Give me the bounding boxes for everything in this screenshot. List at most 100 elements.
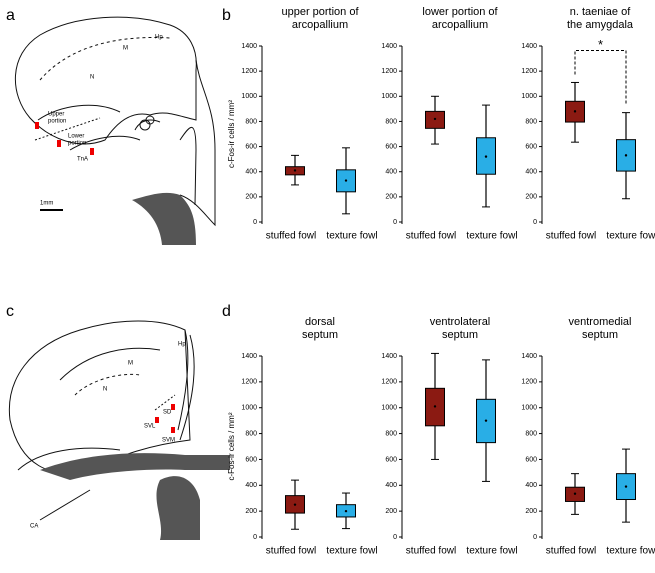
chart-title: lower portion of (422, 6, 498, 18)
mean-dot (344, 179, 348, 182)
y-tick-label: 200 (245, 194, 257, 201)
x-tick-label: texture fowl (326, 231, 377, 242)
y-tick-label: 200 (525, 508, 537, 515)
y-tick-label: 1400 (381, 353, 397, 360)
mean-dot (573, 110, 577, 113)
mean-dot (433, 117, 437, 121)
diagram-label: CA (30, 524, 38, 530)
chart-title: ventrolateral (430, 316, 491, 328)
y-tick-label: 1400 (241, 353, 257, 360)
diagram-c: Hp M N SD SVL SVM CA (8, 320, 230, 540)
y-tick-label: 800 (385, 430, 397, 437)
y-tick-label: 1000 (241, 93, 257, 100)
y-axis-label: c-Fos-ir cells / mm² (227, 412, 236, 480)
y-tick-label: 1200 (381, 68, 397, 75)
chart-title: arcopallium (432, 19, 488, 31)
y-tick-label: 1200 (381, 379, 397, 386)
y-tick-label: 1000 (521, 93, 537, 100)
mean-dot (293, 169, 297, 172)
diagram-label: Hp (178, 342, 186, 348)
diagram-label: Upper (48, 112, 64, 118)
y-tick-label: 600 (245, 456, 257, 463)
chart-title: dorsal (305, 316, 335, 328)
significance-label: * (598, 37, 603, 52)
diagram-label: Lower (68, 134, 84, 140)
mean-dot (484, 155, 488, 158)
diagram-label: SVL (144, 424, 156, 430)
y-tick-label: 400 (245, 482, 257, 489)
y-tick-label: 1000 (381, 93, 397, 100)
chart-title: n. taeniae of (570, 6, 631, 18)
y-tick-label: 1000 (381, 405, 397, 412)
y-tick-label: 0 (253, 534, 257, 541)
y-tick-label: 1400 (521, 353, 537, 360)
y-tick-label: 600 (525, 456, 537, 463)
x-tick-label: stuffed fowl (266, 546, 316, 557)
y-tick-label: 800 (245, 430, 257, 437)
diagram-label: portion (48, 119, 66, 125)
y-tick-label: 1200 (241, 379, 257, 386)
panel-label: c (6, 303, 14, 320)
y-tick-label: 800 (385, 118, 397, 125)
x-tick-label: stuffed fowl (266, 231, 316, 242)
diagram-label: SD (163, 410, 172, 416)
chart-title: arcopallium (292, 19, 348, 31)
y-tick-label: 1200 (521, 68, 537, 75)
diagram-a: Hp M N Upper portion Lower portion TnA 1… (14, 16, 216, 245)
y-tick-label: 200 (385, 508, 397, 515)
diagram-label: TnA (77, 157, 88, 163)
y-tick-label: 1400 (241, 43, 257, 50)
y-tick-label: 1200 (241, 68, 257, 75)
mean-dot (293, 503, 297, 506)
y-tick-label: 600 (525, 143, 537, 150)
mean-dot (433, 405, 437, 408)
y-tick-label: 1000 (521, 405, 537, 412)
y-tick-label: 0 (533, 534, 537, 541)
y-tick-label: 0 (533, 219, 537, 226)
y-tick-label: 200 (525, 194, 537, 201)
diagram-label: N (103, 387, 107, 393)
diagram-label: Hp (155, 35, 163, 41)
y-tick-label: 800 (525, 118, 537, 125)
panel-label: a (6, 7, 15, 24)
y-tick-label: 1200 (521, 379, 537, 386)
diagram-label: M (128, 361, 133, 367)
y-tick-label: 800 (525, 430, 537, 437)
y-tick-label: 600 (385, 456, 397, 463)
y-tick-label: 600 (245, 143, 257, 150)
y-tick-label: 400 (245, 169, 257, 176)
y-tick-label: 1400 (521, 43, 537, 50)
y-tick-label: 0 (393, 534, 397, 541)
mean-dot (573, 492, 577, 495)
significance-bracket (574, 49, 627, 105)
x-tick-label: texture fowl (466, 546, 517, 557)
mean-dot (344, 509, 348, 513)
y-tick-label: 400 (525, 169, 537, 176)
chart-title: septum (442, 329, 478, 341)
diagram-label: portion (68, 141, 86, 147)
x-tick-label: texture fowl (606, 546, 655, 557)
y-tick-label: 600 (385, 143, 397, 150)
y-tick-label: 0 (253, 219, 257, 226)
y-tick-label: 400 (525, 482, 537, 489)
x-tick-label: texture fowl (466, 231, 517, 242)
y-tick-label: 200 (245, 508, 257, 515)
y-axis-label: c-Fos-ir cells / mm² (227, 100, 236, 168)
y-tick-label: 1000 (241, 405, 257, 412)
x-tick-label: stuffed fowl (546, 231, 596, 242)
chart-title: the amygdala (567, 19, 634, 31)
y-tick-label: 400 (385, 482, 397, 489)
x-tick-label: texture fowl (326, 546, 377, 557)
chart-title: upper portion of (281, 6, 359, 18)
panel-label: b (222, 7, 231, 24)
y-tick-label: 200 (385, 194, 397, 201)
x-tick-label: texture fowl (606, 231, 655, 242)
y-tick-label: 400 (385, 169, 397, 176)
x-tick-label: stuffed fowl (406, 546, 456, 557)
y-tick-label: 0 (393, 219, 397, 226)
diagram-label: N (90, 75, 94, 81)
y-tick-label: 800 (245, 118, 257, 125)
x-tick-label: stuffed fowl (406, 231, 456, 242)
x-tick-label: stuffed fowl (546, 546, 596, 557)
